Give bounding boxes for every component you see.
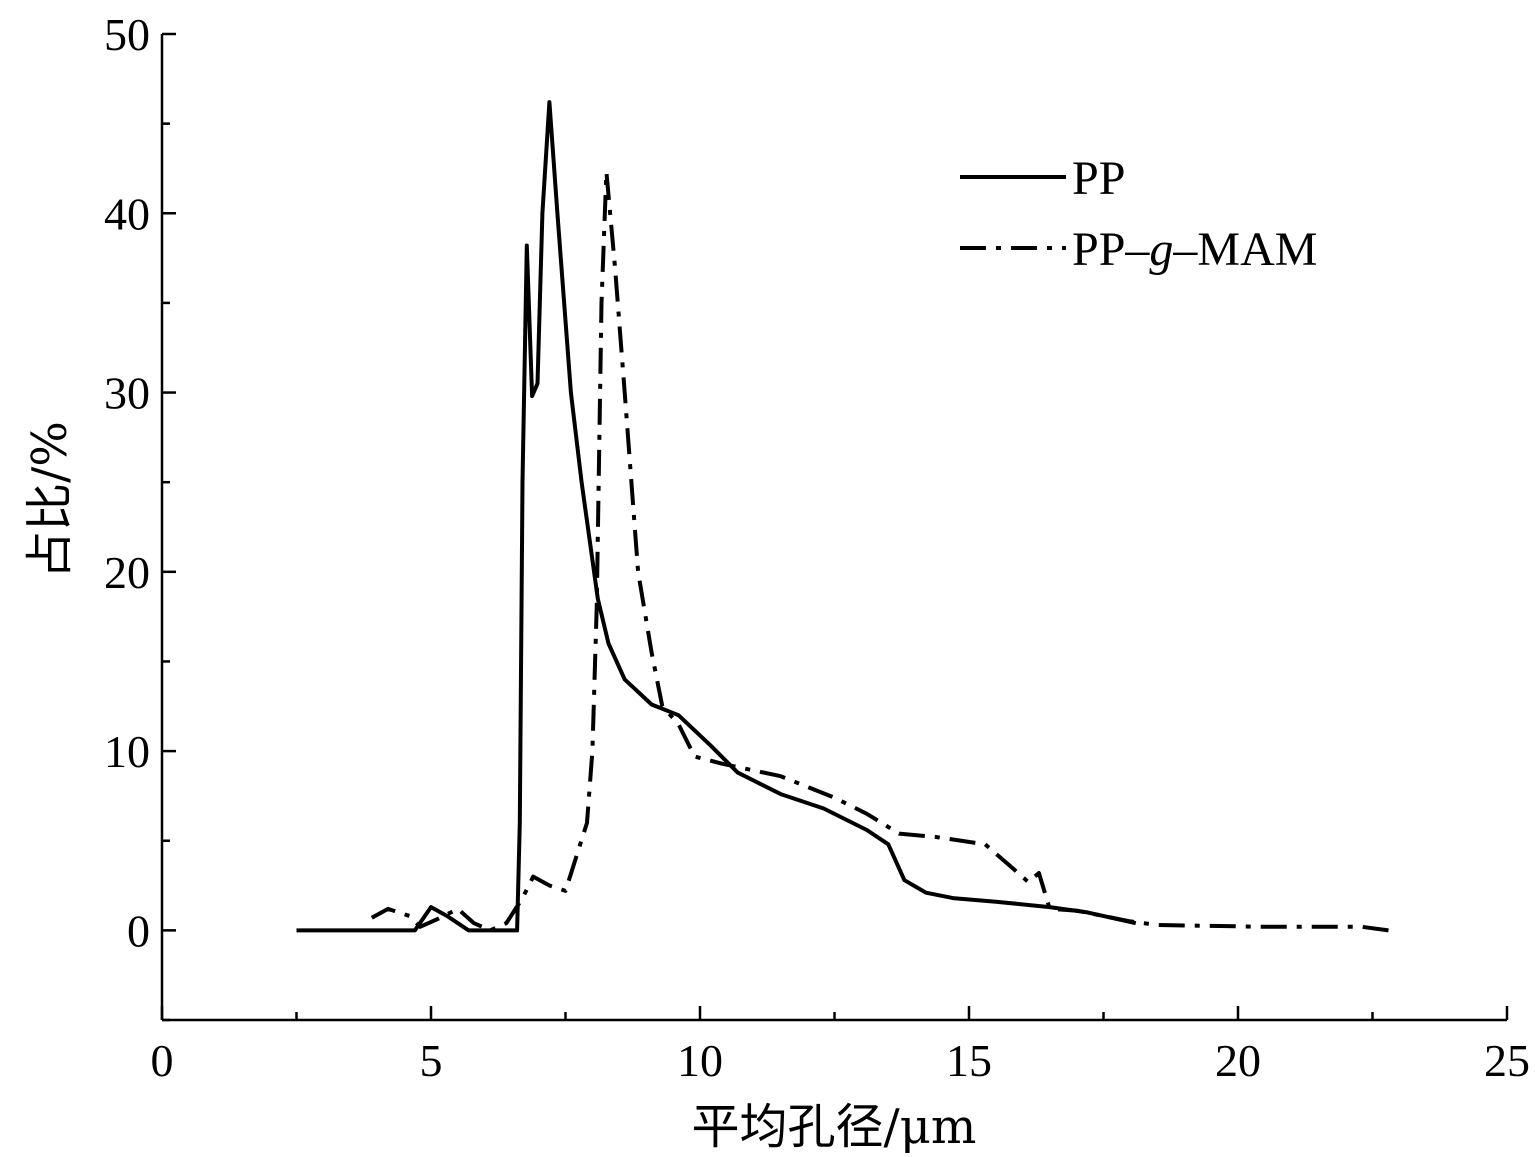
y-tick-label: 0 — [127, 905, 150, 956]
axes: 0 5 10 15 20 25 0 10 20 30 40 50 — [104, 9, 1530, 1086]
legend: PP PP–g–MAM — [960, 152, 1317, 276]
x-tick-label: 0 — [151, 1035, 174, 1086]
x-tick-label: 25 — [1484, 1035, 1530, 1086]
legend-label-pp-g-mam: PP–g–MAM — [1072, 223, 1317, 276]
y-tick-label: 40 — [104, 188, 150, 239]
series-line-pp-g-mam — [370, 170, 1389, 933]
y-tick-label: 50 — [104, 9, 150, 60]
series-line-pp — [296, 100, 1137, 933]
x-axis-title: 平均孔径/μm — [692, 1099, 977, 1155]
y-tick-label: 10 — [104, 726, 150, 777]
x-tick-label: 10 — [677, 1035, 723, 1086]
x-tick-label: 20 — [1215, 1035, 1261, 1086]
x-tick-label: 15 — [946, 1035, 992, 1086]
x-tick-label: 5 — [420, 1035, 443, 1086]
y-tick-label: 30 — [104, 368, 150, 419]
legend-label-pp: PP — [1072, 152, 1125, 205]
y-axis-title: 占比/% — [22, 421, 78, 579]
y-tick-label: 20 — [104, 547, 150, 598]
series-layer — [296, 100, 1389, 933]
